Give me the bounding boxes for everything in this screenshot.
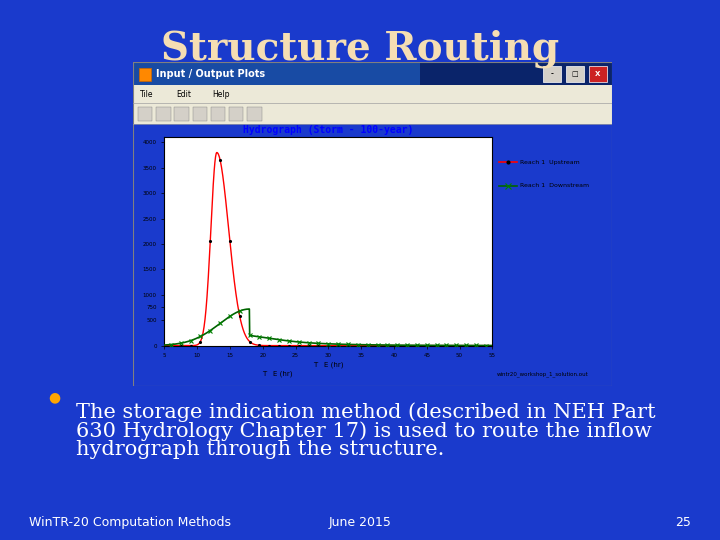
Text: 630 Hydrology Chapter 17) is used to route the inflow: 630 Hydrology Chapter 17) is used to rou… [76,421,652,441]
Title: Hydrograph (Storm - 100-year): Hydrograph (Storm - 100-year) [243,125,413,135]
Bar [229,107,243,121]
Text: Edit: Edit [176,90,192,99]
Text: Tile: Tile [140,90,154,99]
Text: Help: Help [212,90,230,99]
Bar [247,107,261,121]
Bar [211,107,225,121]
Text: Reach 1  Upstream: Reach 1 Upstream [520,160,580,165]
Text: hydrograph through the structure.: hydrograph through the structure. [76,440,444,459]
Text: Reach 1  Downstream: Reach 1 Downstream [520,184,589,188]
Bar [133,103,612,124]
Text: Input / Output Plots: Input / Output Plots [156,69,265,79]
Text: ●: ● [48,390,60,404]
Bar [565,66,584,82]
Text: T   E (hr): T E (hr) [261,370,292,377]
Text: June 2015: June 2015 [328,516,392,529]
Bar [174,107,189,121]
Bar [133,62,420,85]
Text: -: - [550,71,553,77]
Bar [133,62,612,85]
Text: The storage indication method (described in NEH Part: The storage indication method (described… [76,402,655,422]
Bar [139,68,151,80]
Bar [192,107,207,121]
Text: Structure Routing: Structure Routing [161,30,559,68]
Text: X: X [595,71,600,77]
Text: □: □ [572,71,578,77]
Bar [133,85,612,103]
Bar [588,66,607,82]
Text: WinTR-20 Computation Methods: WinTR-20 Computation Methods [29,516,231,529]
X-axis label: T   E (hr): T E (hr) [313,361,343,368]
Text: wintr20_workshop_1_solution.out: wintr20_workshop_1_solution.out [496,372,588,377]
Bar [138,107,153,121]
Text: 25: 25 [675,516,691,529]
Bar [156,107,171,121]
Bar [543,66,561,82]
